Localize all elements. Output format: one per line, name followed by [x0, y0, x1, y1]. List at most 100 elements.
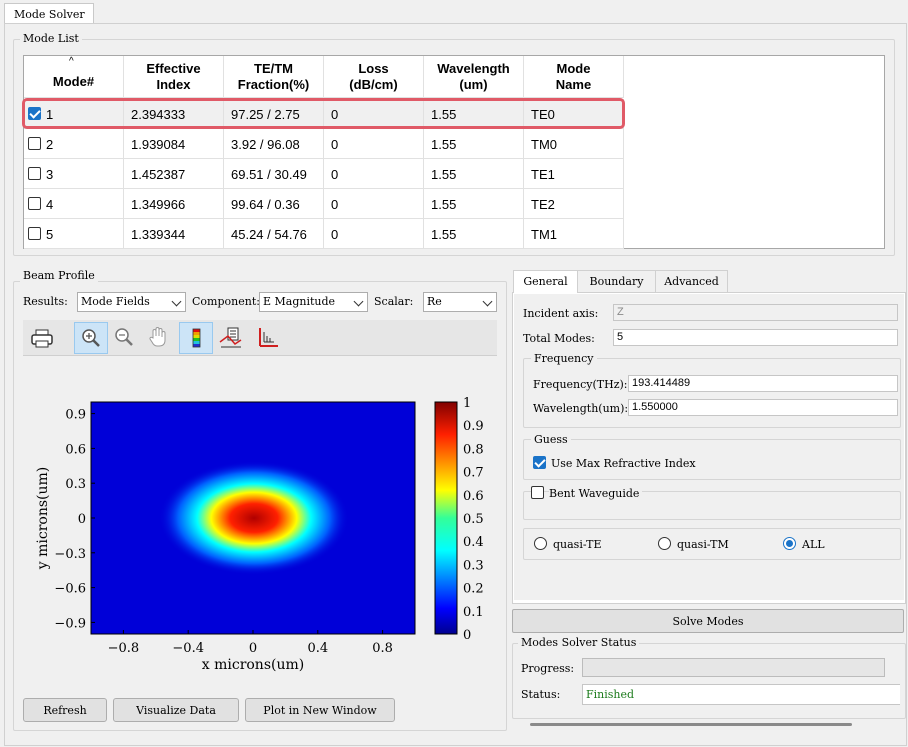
wavelength-label: Wavelength(um):	[533, 402, 629, 415]
cell-loss: 0	[324, 189, 424, 219]
total-modes-field[interactable]: 5	[613, 329, 898, 346]
solve-modes-button[interactable]: Solve Modes	[512, 609, 904, 633]
y-tick-label: 0.3	[65, 477, 86, 492]
all-label: ALL	[802, 538, 825, 551]
colorbar-tick-label: 0.7	[463, 466, 484, 481]
print-icon	[31, 329, 53, 348]
cell-mode-number: 1	[24, 99, 124, 129]
radio-all[interactable]	[783, 537, 796, 550]
plot-toolbar	[23, 320, 497, 356]
tab-advanced[interactable]: Advanced	[655, 270, 728, 292]
component-dropdown[interactable]: E Magnitude	[259, 292, 368, 312]
row-checkbox[interactable]	[28, 107, 41, 120]
zoom-in-button[interactable]	[74, 322, 108, 354]
visualize-data-button[interactable]: Visualize Data	[113, 698, 239, 722]
wavelength-field[interactable]: 1.550000	[628, 399, 898, 416]
x-tick-label: 0.8	[372, 641, 393, 656]
col-header-mode-name[interactable]: Mode Name	[524, 56, 624, 98]
refresh-button[interactable]: Refresh	[23, 698, 107, 722]
scrollbar-thumb[interactable]	[530, 723, 852, 726]
row-checkbox[interactable]	[28, 167, 41, 180]
table-row[interactable]: 3 1.452387 69.51 / 30.49 0 1.55 TE1	[24, 159, 624, 189]
cell-loss: 0	[324, 99, 424, 129]
radio-quasi-tm[interactable]	[658, 537, 671, 550]
zoom-in-icon	[82, 329, 100, 347]
radio-quasi-te[interactable]	[534, 537, 547, 550]
mode-list-title: Mode List	[20, 32, 82, 45]
col-header-wavelength[interactable]: Wavelength (um)	[424, 56, 524, 98]
col-header-mode[interactable]: ^ Mode#	[24, 56, 124, 98]
cell-effective-index: 2.394333	[124, 99, 224, 129]
data-cursor-icon	[219, 327, 242, 348]
pan-hand-icon	[149, 327, 166, 347]
table-row[interactable]: 4 1.349966 99.64 / 0.36 0 1.55 TE2	[24, 189, 624, 219]
cell-effective-index: 1.452387	[124, 159, 224, 189]
colorbar-tick-label: 0.8	[463, 442, 484, 457]
zoom-out-button[interactable]	[108, 322, 142, 354]
tab-boundary[interactable]: Boundary	[577, 270, 656, 292]
col-header-te-tm-fraction[interactable]: TE/TM Fraction(%)	[224, 56, 324, 98]
cell-loss: 0	[324, 219, 424, 249]
col-header-loss[interactable]: Loss (dB/cm)	[324, 56, 424, 98]
plot-new-window-button[interactable]: Plot in New Window	[245, 698, 395, 722]
total-modes-label: Total Modes:	[523, 332, 595, 345]
incident-axis-dropdown[interactable]: Z	[613, 304, 898, 321]
solver-status-title: Modes Solver Status	[518, 636, 640, 649]
zoom-out-icon	[115, 328, 133, 346]
y-axis-ticks: 0.9 0.6 0.3 0 −0.3 −0.6 −0.9	[54, 408, 95, 631]
bent-waveguide-checkbox[interactable]	[531, 486, 544, 499]
scalar-dropdown[interactable]: Re	[423, 292, 497, 312]
cell-wavelength: 1.55	[424, 189, 524, 219]
row-checkbox[interactable]	[28, 197, 41, 210]
progress-bar	[582, 658, 885, 677]
colorbar-tick-label: 1	[463, 396, 471, 411]
colorbar-tick-label: 0.5	[463, 512, 484, 527]
colorbar-tick-label: 0	[463, 628, 471, 643]
cell-mode-name: TM1	[524, 219, 624, 249]
data-cursor-button[interactable]	[213, 322, 247, 354]
y-tick-label: 0	[78, 512, 86, 527]
x-tick-label: 0.4	[307, 641, 328, 656]
checkbox-checked[interactable]	[533, 456, 546, 469]
results-dropdown[interactable]: Mode Fields	[77, 292, 186, 312]
cell-effective-index: 1.349966	[124, 189, 224, 219]
cell-wavelength: 1.55	[424, 129, 524, 159]
colorbar-tick-label: 0.3	[463, 558, 484, 573]
mode-field-glow	[159, 461, 349, 575]
y-tick-label: 0.9	[65, 408, 86, 423]
tab-general[interactable]: General	[513, 270, 578, 293]
table-row[interactable]: 2 1.939084 3.92 / 96.08 0 1.55 TM0	[24, 129, 624, 159]
use-max-index-checkbox[interactable]	[533, 456, 546, 469]
cell-mode-name: TE1	[524, 159, 624, 189]
status-label: Status:	[521, 688, 561, 701]
frequency-group	[523, 358, 901, 428]
horizontal-scrollbar[interactable]	[512, 719, 906, 733]
print-button[interactable]	[25, 322, 59, 354]
y-tick-label: −0.6	[54, 582, 86, 597]
frequency-title: Frequency	[531, 352, 597, 365]
scalar-label: Scalar:	[374, 295, 414, 308]
mode-list-group	[13, 39, 895, 256]
x-tick-label: −0.8	[108, 641, 140, 656]
checkbox-unchecked[interactable]	[531, 486, 544, 499]
cell-effective-index: 1.339344	[124, 219, 224, 249]
table-row[interactable]: 5 1.339344 45.24 / 54.76 0 1.55 TM1	[24, 219, 624, 249]
axes-button[interactable]	[251, 322, 285, 354]
chevron-down-icon	[353, 296, 364, 307]
guess-title: Guess	[531, 433, 571, 446]
cell-loss: 0	[324, 159, 424, 189]
cell-wavelength: 1.55	[424, 99, 524, 129]
row-checkbox[interactable]	[28, 137, 41, 150]
colorbar-tick-label: 0.4	[463, 535, 484, 550]
col-header-effective-index[interactable]: Effective Index	[124, 56, 224, 98]
cell-mode-name: TE2	[524, 189, 624, 219]
row-checkbox[interactable]	[28, 227, 41, 240]
cell-te-tm-fraction: 45.24 / 54.76	[224, 219, 324, 249]
y-tick-label: 0.6	[65, 442, 86, 457]
colormap-button[interactable]	[179, 322, 213, 354]
solver-status-group	[512, 643, 906, 719]
tab-mode-solver[interactable]: Mode Solver	[4, 3, 94, 24]
frequency-field[interactable]: 193.414489	[628, 375, 898, 392]
pan-button[interactable]	[142, 322, 176, 354]
table-row[interactable]: 1 2.394333 97.25 / 2.75 0 1.55 TE0	[24, 99, 624, 129]
